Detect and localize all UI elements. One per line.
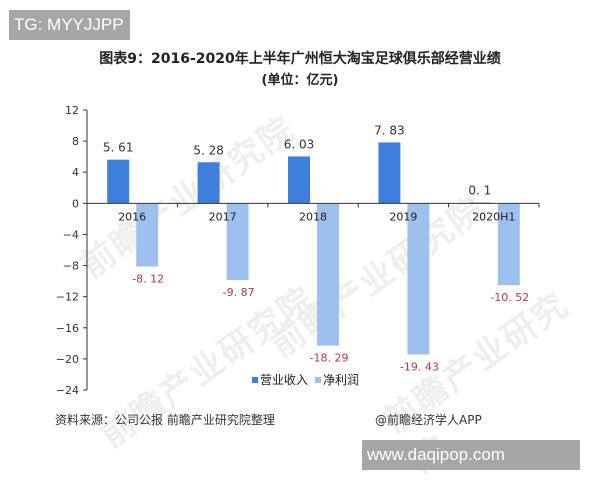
x-category-label: 2019 <box>389 210 417 223</box>
bar-revenue <box>378 142 401 204</box>
bar-revenue <box>197 162 220 204</box>
y-tick-label: 12 <box>65 104 79 117</box>
net-profit-data-label: -9. 87 <box>223 286 255 299</box>
y-tick-label: 8 <box>72 135 79 148</box>
legend-swatch-net-profit <box>315 377 321 383</box>
y-tick-label: 4 <box>72 166 79 179</box>
revenue-data-label: 7. 83 <box>374 123 405 137</box>
legend-label-net-profit: 净利润 <box>323 373 359 387</box>
x-category-label: 2018 <box>299 210 327 223</box>
publisher-credit: @前瞻经济学人APP <box>375 413 482 427</box>
y-tick-label: −8 <box>63 260 79 273</box>
revenue-data-label: 5. 28 <box>193 143 224 157</box>
chart-title: 图表9：2016-2020年上半年广州恒大淘宝足球俱乐部经营业绩 <box>99 51 501 67</box>
telegram-watermark-badge: TG: MYYJJPP <box>9 10 130 40</box>
y-tick-label: −16 <box>56 322 79 335</box>
bar-net-profit <box>317 203 339 346</box>
x-category-label: 2016 <box>118 210 146 223</box>
website-watermark-badge: www.daqipop.com <box>362 440 580 470</box>
revenue-data-label: 6. 03 <box>284 137 315 151</box>
legend-swatch-revenue <box>252 377 258 383</box>
y-tick-label: −24 <box>56 384 79 397</box>
data-source-note: 资料来源：公司公报 前瞻产业研究院整理 <box>55 413 275 427</box>
net-profit-data-label: -18. 29 <box>310 352 349 365</box>
bar-net-profit <box>407 203 430 355</box>
y-tick-label: −12 <box>56 291 79 304</box>
bar-revenue <box>288 156 310 204</box>
revenue-data-label: 5. 61 <box>103 141 134 155</box>
y-tick-label: 0 <box>72 197 79 210</box>
revenue-data-label: 0. 1 <box>468 184 491 198</box>
bar-revenue <box>107 159 130 204</box>
bar-net-profit <box>226 203 249 281</box>
legend-label-revenue: 营业收入 <box>260 373 308 387</box>
bar-net-profit <box>136 203 159 267</box>
x-category-label: 2020H1 <box>472 210 515 223</box>
net-profit-data-label: -10. 52 <box>490 291 529 304</box>
chart-subtitle-unit: (单位：亿元) <box>261 73 339 88</box>
y-tick-label: −4 <box>63 228 79 241</box>
y-tick-label: −20 <box>56 353 79 366</box>
bar-net-profit <box>497 203 520 286</box>
net-profit-data-label: -8. 12 <box>132 272 164 285</box>
net-profit-data-label: -19. 43 <box>400 360 439 373</box>
x-category-label: 2017 <box>209 210 237 223</box>
